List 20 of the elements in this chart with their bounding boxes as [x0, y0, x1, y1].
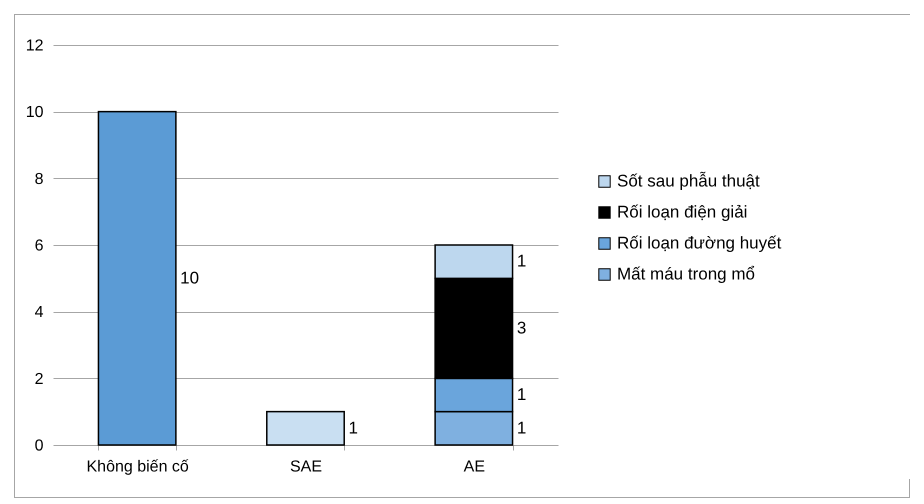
y-tick-label: 4	[34, 304, 44, 322]
x-tick-label: AE	[464, 458, 486, 476]
y-tick-label: 0	[34, 438, 44, 454]
data-label: 1	[516, 385, 526, 404]
legend-label: Rối loạn điện giải	[617, 202, 748, 222]
y-tick-label: 12	[26, 38, 44, 54]
data-label: 1	[348, 418, 358, 438]
y-tick-label: 2	[34, 370, 44, 388]
data-label: 10	[180, 268, 200, 288]
data-label: 1	[516, 418, 526, 438]
y-tick-label: 6	[34, 238, 44, 254]
x-tick-label: Không biến cố	[86, 458, 189, 476]
y-tick-label: 8	[34, 170, 44, 188]
legend-label: Rối loạn đường huyết	[617, 234, 782, 252]
y-tick-label: 10	[26, 104, 44, 122]
legend-label: Mất máu trong mổ	[617, 264, 755, 284]
x-tick-label: SAE	[290, 458, 322, 476]
legend-label: Sốt sau phẫu thuật	[617, 172, 760, 190]
data-label: 1	[516, 252, 526, 271]
data-label: 3	[516, 318, 526, 338]
